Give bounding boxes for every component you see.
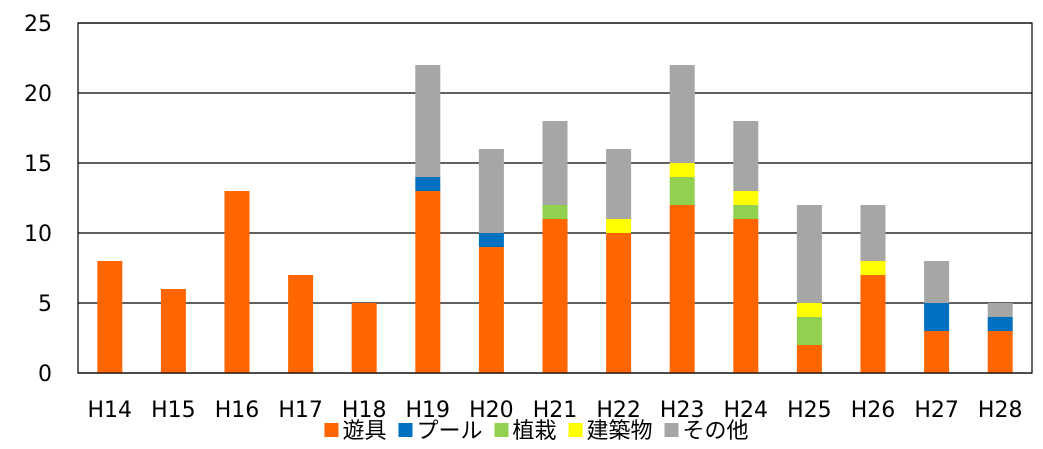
bar-H21-series-4 <box>542 121 568 205</box>
x-tick-label: H14 <box>88 398 133 423</box>
y-tick-label: 20 <box>24 82 52 107</box>
legend-swatch-3 <box>568 423 583 437</box>
bar-H24-series-4 <box>733 121 759 191</box>
bar-H19-series-4 <box>415 65 441 177</box>
x-tick-label: H16 <box>215 398 260 423</box>
bar-H23-series-0 <box>669 205 695 373</box>
bars <box>97 65 1013 373</box>
y-tick-label: 10 <box>24 222 52 247</box>
x-tick-label: H24 <box>724 398 769 423</box>
bar-H26-series-0 <box>860 275 886 373</box>
bar-H14-series-0 <box>97 261 123 373</box>
legend-swatch-4 <box>664 423 679 437</box>
legend-swatch-0 <box>324 423 339 437</box>
x-tick-label: H25 <box>787 398 832 423</box>
bar-H28-series-4 <box>987 303 1013 317</box>
legend-label-2: 植栽 <box>512 419 556 444</box>
y-tick-label: 15 <box>24 152 52 177</box>
y-tick-labels: 0 5 10 15 20 25 <box>24 12 52 387</box>
x-tick-label: H15 <box>151 398 196 423</box>
bar-H23-series-3 <box>669 163 695 177</box>
bar-H19-series-1 <box>415 177 441 191</box>
bar-H22-series-3 <box>606 219 632 233</box>
legend-label-3: 建築物 <box>587 419 653 444</box>
legend-label-0: 遊具 <box>342 419 386 444</box>
bar-H20-series-1 <box>478 233 504 247</box>
legend-swatch-2 <box>494 423 509 437</box>
x-tick-label: H20 <box>469 398 514 423</box>
bar-H20-series-4 <box>478 149 504 233</box>
bar-H23-series-4 <box>669 65 695 163</box>
bar-H28-series-1 <box>987 317 1013 331</box>
x-tick-label: H22 <box>596 398 641 423</box>
axes <box>77 22 1033 374</box>
x-tick-label: H18 <box>342 398 387 423</box>
x-tick-labels: H14 H15 H16 H17 H18 H19 H20 H21 H22 H23 H24 H25 H26 H… <box>88 398 1023 423</box>
bar-H27-series-1 <box>924 303 950 331</box>
y-tick-label: 0 <box>38 362 52 387</box>
bar-H16-series-0 <box>224 191 250 373</box>
x-tick-label: H27 <box>914 398 959 423</box>
bar-H22-series-4 <box>606 149 632 219</box>
bar-H21-series-2 <box>542 205 568 219</box>
bar-H15-series-0 <box>160 289 186 373</box>
bar-H17-series-0 <box>288 275 314 373</box>
legend-label-4: その他 <box>683 419 749 444</box>
bar-H26-series-4 <box>860 205 886 261</box>
x-tick-label: H23 <box>660 398 705 423</box>
x-tick-label: H19 <box>406 398 451 423</box>
bar-H24-series-0 <box>733 219 759 373</box>
bar-H25-series-2 <box>796 317 822 345</box>
bar-H25-series-0 <box>796 345 822 373</box>
bar-H24-series-2 <box>733 205 759 219</box>
bar-H22-series-0 <box>606 233 632 373</box>
bar-H27-series-4 <box>924 261 950 303</box>
bar-H20-series-0 <box>478 247 504 373</box>
x-tick-label: H28 <box>978 398 1023 423</box>
x-tick-label: H21 <box>533 398 578 423</box>
x-tick-label: H17 <box>278 398 323 423</box>
bar-H24-series-3 <box>733 191 759 205</box>
bar-H23-series-2 <box>669 177 695 205</box>
legend-swatch-1 <box>398 423 413 437</box>
legend-label-1: プール <box>416 419 482 444</box>
x-tick-label: H26 <box>851 398 896 423</box>
y-tick-label: 5 <box>38 292 52 317</box>
bar-H28-series-0 <box>987 331 1013 373</box>
plot-frame <box>77 22 1033 374</box>
bar-H19-series-0 <box>415 191 441 373</box>
bar-H26-series-3 <box>860 261 886 275</box>
y-tick-label: 25 <box>24 12 52 37</box>
bar-H25-series-3 <box>796 303 822 317</box>
bar-H21-series-0 <box>542 219 568 373</box>
legend: 遊具 プール 植栽 建築物 その他 <box>324 419 749 444</box>
bar-H27-series-0 <box>924 331 950 373</box>
bar-H25-series-4 <box>796 205 822 303</box>
bar-H18-series-0 <box>351 303 377 373</box>
